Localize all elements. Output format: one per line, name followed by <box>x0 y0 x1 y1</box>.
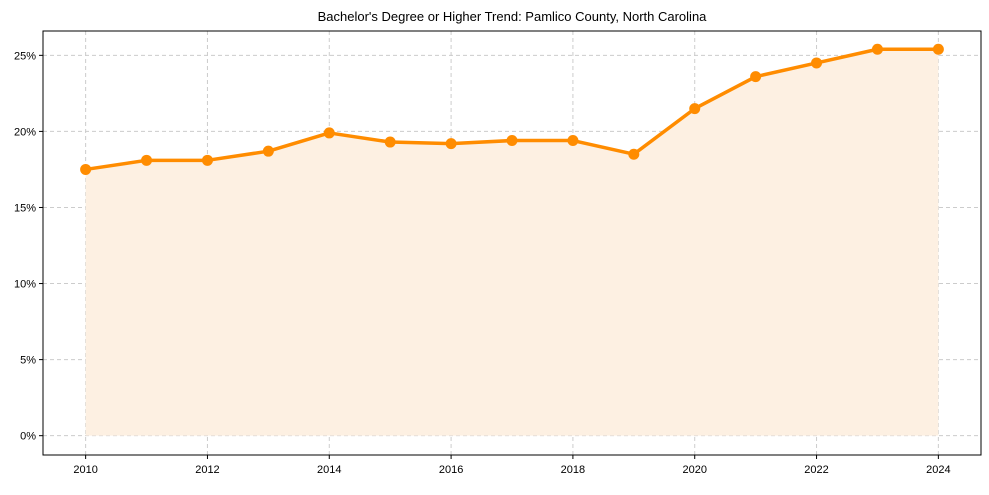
data-point <box>932 43 944 55</box>
data-point <box>141 154 153 166</box>
x-tick-label: 2024 <box>926 464 950 476</box>
x-tick-label: 2010 <box>73 464 97 476</box>
data-point <box>445 138 457 150</box>
y-tick-label: 20% <box>14 126 36 138</box>
data-point <box>201 154 213 166</box>
data-point <box>384 136 396 148</box>
data-point <box>506 135 518 147</box>
plot-frame <box>42 30 982 456</box>
data-point <box>871 43 883 55</box>
chart-title: Bachelor's Degree or Higher Trend: Pamli… <box>318 9 708 24</box>
data-point <box>811 57 823 69</box>
data-point <box>628 148 640 160</box>
x-tick-label: 2014 <box>317 464 341 476</box>
x-tick-label: 2012 <box>195 464 219 476</box>
data-point <box>750 71 762 83</box>
x-tick-label: 2018 <box>561 464 585 476</box>
area-fill <box>85 49 939 436</box>
data-point <box>323 127 335 139</box>
data-point <box>80 163 92 175</box>
y-tick-label: 15% <box>14 202 36 214</box>
y-tick-label: 5% <box>20 355 36 367</box>
x-tick-label: 2020 <box>682 464 706 476</box>
data-point <box>689 103 701 115</box>
data-point <box>262 145 274 157</box>
data-point <box>567 135 579 147</box>
y-tick-label: 25% <box>14 50 36 62</box>
y-tick-label: 10% <box>14 279 36 291</box>
x-tick-label: 2016 <box>439 464 463 476</box>
x-tick-label: 2022 <box>804 464 828 476</box>
y-tick-label: 0% <box>20 431 36 443</box>
